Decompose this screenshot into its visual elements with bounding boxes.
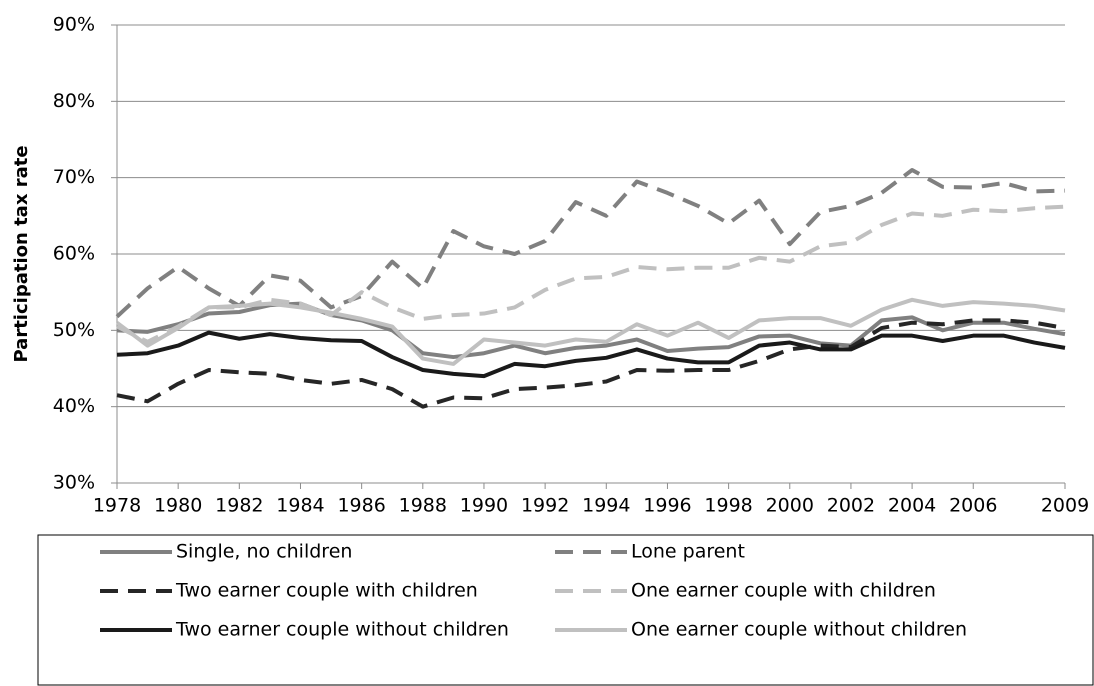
x-tick-label: 1988 bbox=[399, 495, 447, 517]
x-tick-label: 1982 bbox=[215, 495, 263, 517]
legend-label: One earner couple without children bbox=[631, 619, 967, 641]
y-tick-label: 60% bbox=[53, 243, 95, 265]
legend-box bbox=[37, 534, 1094, 686]
series-line bbox=[116, 330, 1066, 379]
series-line bbox=[116, 318, 1066, 409]
series-line bbox=[116, 204, 1066, 344]
y-tick-label: 70% bbox=[53, 166, 95, 188]
x-tick-label: 1994 bbox=[582, 495, 630, 517]
y-tick-label: 40% bbox=[53, 395, 95, 417]
x-tick-label: 1978 bbox=[93, 495, 141, 517]
legend-label: Single, no children bbox=[176, 541, 352, 563]
y-axis-label: Participation tax rate bbox=[11, 145, 32, 362]
x-tick-label: 1980 bbox=[154, 495, 202, 517]
x-tick-label: 1990 bbox=[460, 495, 508, 517]
x-tick-label: 1984 bbox=[276, 495, 324, 517]
x-tick-label: 2002 bbox=[827, 495, 875, 517]
series-line bbox=[115, 297, 1066, 366]
legend-label: Two earner couple with children bbox=[175, 580, 478, 602]
x-tick-label: 1998 bbox=[704, 495, 752, 517]
x-tick-label: 1992 bbox=[521, 495, 569, 517]
legend-label: Two earner couple without children bbox=[175, 619, 509, 641]
x-tick-label: 2009 bbox=[1041, 495, 1089, 517]
series-line bbox=[115, 168, 1066, 319]
x-tick-label: 2000 bbox=[766, 495, 814, 517]
legend-label: One earner couple with children bbox=[631, 580, 936, 602]
x-tick-label: 2006 bbox=[949, 495, 997, 517]
legend-label: Lone parent bbox=[631, 541, 745, 563]
y-tick-label: 50% bbox=[53, 319, 95, 341]
x-tick-label: 1986 bbox=[337, 495, 385, 517]
y-tick-label: 30% bbox=[53, 472, 95, 494]
y-tick-label: 90% bbox=[53, 14, 95, 36]
x-tick-label: 1996 bbox=[643, 495, 691, 517]
x-tick-label: 2004 bbox=[888, 495, 936, 517]
y-tick-label: 80% bbox=[53, 90, 95, 112]
